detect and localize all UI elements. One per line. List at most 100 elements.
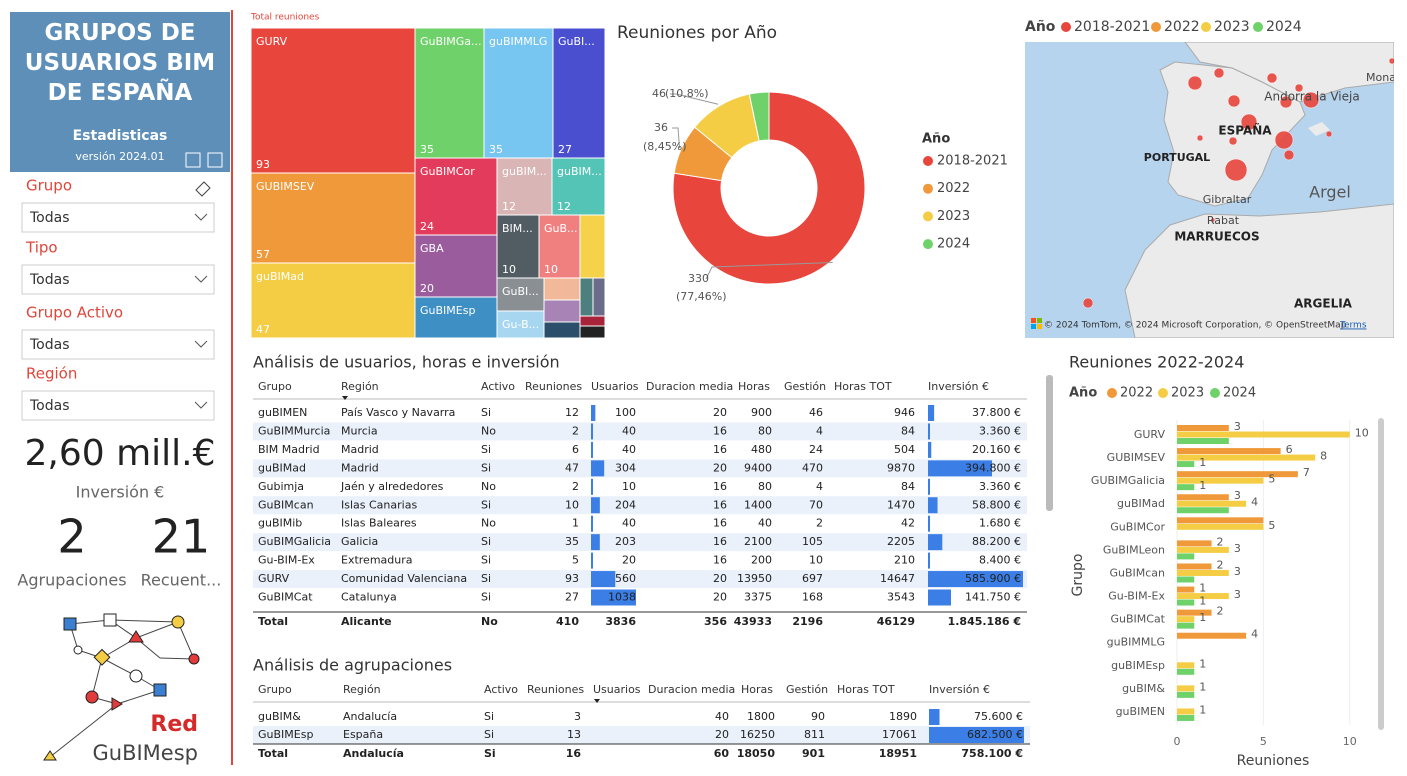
bar[interactable]	[1177, 547, 1229, 553]
logo-node	[172, 616, 184, 628]
bar[interactable]	[1177, 540, 1212, 546]
bar[interactable]	[1177, 553, 1194, 559]
tile-value: 12	[502, 200, 516, 213]
bar[interactable]	[1177, 692, 1194, 698]
filter-value: Todas	[29, 210, 70, 226]
data-label: 10	[1355, 427, 1369, 440]
bar[interactable]	[1177, 623, 1194, 629]
bar[interactable]	[1177, 587, 1194, 593]
data-label: 36	[654, 121, 668, 134]
y-tick-label: guBIMEsp	[1111, 659, 1165, 672]
column-header[interactable]: Activo	[481, 380, 515, 393]
tile-value: 47	[256, 323, 270, 336]
column-header[interactable]: Horas	[741, 683, 773, 696]
table-cell: 93	[565, 572, 579, 585]
treemap-tile[interactable]	[580, 316, 605, 326]
bar[interactable]	[1177, 484, 1194, 490]
column-header[interactable]: Región	[341, 380, 379, 393]
data-bar	[591, 516, 593, 532]
map-terms[interactable]: Terms	[1339, 321, 1367, 331]
bar[interactable]	[1177, 471, 1298, 477]
treemap-tile[interactable]	[593, 278, 605, 316]
bar[interactable]	[1177, 524, 1263, 530]
tile-label: Gu-B...	[502, 318, 539, 331]
bar[interactable]	[1177, 507, 1229, 513]
column-header[interactable]: Reuniones	[525, 380, 582, 393]
logo-node	[86, 691, 98, 703]
bar[interactable]	[1177, 633, 1246, 639]
bar[interactable]	[1177, 478, 1263, 484]
table-cell: Si	[481, 591, 491, 604]
bar[interactable]	[1177, 600, 1194, 606]
column-header[interactable]: Reuniones	[527, 683, 584, 696]
table-cell: 394.800 €	[965, 461, 1021, 474]
bar[interactable]	[1177, 494, 1229, 500]
bar[interactable]	[1177, 610, 1212, 616]
column-header[interactable]: Gestión	[784, 380, 826, 393]
table-cell: 37.800 €	[972, 406, 1021, 419]
bar[interactable]	[1177, 501, 1246, 507]
bar[interactable]	[1177, 425, 1229, 431]
bar[interactable]	[1177, 448, 1281, 454]
treemap-tile[interactable]	[580, 326, 605, 338]
data-bar	[928, 423, 930, 439]
data-label: 5	[1268, 473, 1275, 486]
data-label: (77,46%)	[676, 290, 727, 303]
table-cell: 20	[713, 406, 727, 419]
table-cell: 946	[894, 406, 915, 419]
column-header[interactable]: Activo	[484, 683, 518, 696]
bar[interactable]	[1177, 669, 1194, 675]
column-header[interactable]: Horas	[738, 380, 770, 393]
treemap-tile[interactable]	[544, 322, 580, 338]
bar[interactable]	[1177, 576, 1194, 582]
tile-value: 35	[420, 143, 434, 156]
bar[interactable]	[1177, 616, 1194, 622]
legend-marker	[1061, 22, 1071, 32]
data-label: 3	[1234, 565, 1241, 578]
data-bar	[928, 479, 930, 495]
map[interactable]: ESPAÑAPORTUGALArgelGibraltarRabatMARRUEC…	[1025, 42, 1396, 338]
column-header[interactable]: Inversión €	[929, 683, 990, 696]
treemap-tile[interactable]	[544, 278, 580, 300]
table-cell: Total	[258, 747, 288, 760]
treemap-tile[interactable]	[580, 215, 605, 278]
table-cell: 16	[713, 535, 727, 548]
table-cell: 16	[713, 517, 727, 530]
treemap-tile[interactable]	[251, 28, 415, 173]
column-header[interactable]: Grupo	[258, 380, 292, 393]
bar[interactable]	[1177, 685, 1194, 691]
column-header[interactable]: Grupo	[258, 683, 292, 696]
bar[interactable]	[1177, 461, 1194, 467]
legend-label: 2023	[937, 209, 970, 224]
column-header[interactable]: Inversión €	[928, 380, 989, 393]
table-cell: 168	[802, 591, 823, 604]
legend-label: 2024	[1266, 19, 1302, 35]
data-label: 1	[1199, 582, 1206, 595]
column-header[interactable]: Usuarios	[593, 683, 641, 696]
logo-node	[44, 751, 56, 760]
eraser-icon	[196, 182, 210, 196]
bar[interactable]	[1177, 662, 1194, 668]
bar[interactable]	[1177, 455, 1315, 461]
bar[interactable]	[1177, 438, 1229, 444]
table-cell: España	[343, 728, 383, 741]
data-label: 3	[1234, 420, 1241, 433]
bar[interactable]	[1177, 432, 1350, 438]
bar[interactable]	[1177, 517, 1263, 523]
column-header[interactable]: Gestión	[786, 683, 828, 696]
column-header[interactable]: Horas TOT	[837, 683, 895, 696]
bar[interactable]	[1177, 708, 1194, 714]
column-header[interactable]: Horas TOT	[834, 380, 892, 393]
bar[interactable]	[1177, 563, 1212, 569]
column-header[interactable]: Duracion media	[648, 683, 735, 696]
table-cell: 47	[565, 461, 579, 474]
data-label: 1	[1199, 703, 1206, 716]
bar[interactable]	[1177, 570, 1229, 576]
column-header[interactable]: Duracion media	[646, 380, 733, 393]
treemap-tile[interactable]	[544, 300, 580, 322]
column-header[interactable]: Usuarios	[591, 380, 639, 393]
treemap-tile[interactable]	[580, 278, 593, 316]
table-cell: Andalucía	[343, 747, 404, 760]
column-header[interactable]: Región	[343, 683, 381, 696]
bar[interactable]	[1177, 715, 1194, 721]
